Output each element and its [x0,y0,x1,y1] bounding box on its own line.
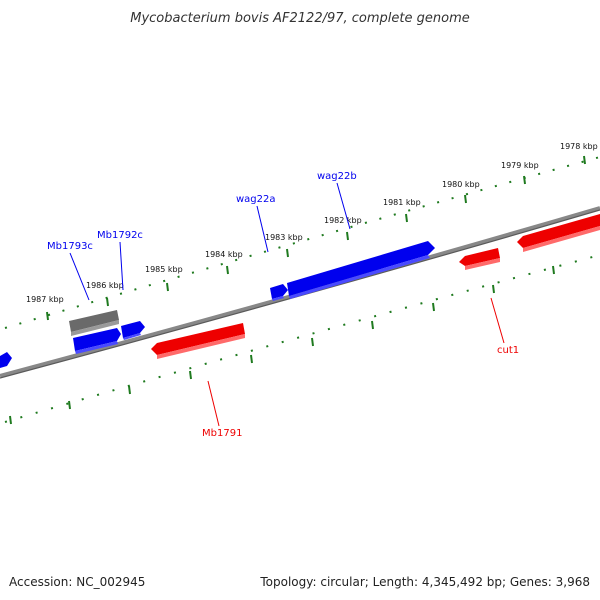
gene-label-mb1793c[interactable]: Mb1793c [47,241,93,252]
kbp-label: 1979 kbp [501,161,539,170]
gene-feature-left-edge[interactable] [0,352,12,368]
inner-major-tick [68,400,71,410]
gene-label-mb1792c[interactable]: Mb1792c [97,230,143,241]
gene-feature-wag22b[interactable] [287,241,435,299]
kbp-label: 1980 kbp [442,180,480,189]
kbp-label: 1982 kbp [324,216,362,225]
gene-label-mb1791[interactable]: Mb1791 [202,428,242,439]
inner-major-tick [250,354,253,364]
outer-major-tick [346,231,349,241]
gene-feature-mb1793c-pseudo[interactable] [69,310,119,336]
inner-major-tick [552,265,555,275]
outer-scale-track [4,156,600,329]
inner-major-tick [492,284,495,294]
map-title: Mycobacterium bovis AF2122/97, complete … [130,11,469,26]
gene-feature-mb1793c[interactable] [73,328,121,354]
kbp-label: 1986 kbp [86,281,124,290]
outer-major-tick [106,297,109,307]
kbp-label: 1978 kbp [560,142,598,151]
inner-major-tick [9,415,12,425]
kbp-label: 1985 kbp [145,265,183,274]
inner-major-ticks [9,265,555,425]
kbp-label: 1983 kbp [265,233,303,242]
inner-major-tick [128,385,131,395]
gene-label-wag22a[interactable]: wag22a [236,194,276,205]
gene-feature-mb1791[interactable] [151,323,245,359]
kbp-label: 1987 kbp [26,295,64,304]
outer-major-ticks [46,155,586,321]
kbp-scale-labels: 1987 kbp 1986 kbp 1985 kbp 1984 kbp 1983 kbp… [26,142,598,304]
outer-major-tick [405,213,408,223]
kbp-label: 1981 kbp [383,198,421,207]
outer-major-tick [46,311,49,321]
gene-feature-right-edge[interactable] [517,214,600,252]
gene-feature-mb1792c[interactable] [121,321,145,340]
gene-label-wag22b[interactable]: wag22b [317,171,357,182]
inner-major-tick [371,320,374,330]
inner-major-tick [432,302,435,312]
outer-major-tick [226,265,229,275]
outer-major-tick [523,175,526,185]
outer-major-tick [166,282,169,292]
outer-major-tick [464,194,467,204]
outer-major-tick [286,248,289,258]
accession-text: Accession: NC_002945 [9,575,145,589]
gene-label-cut1[interactable]: cut1 [497,345,519,356]
inner-major-tick [311,337,314,347]
inner-major-tick [189,370,192,380]
gene-feature-wag22a[interactable] [270,284,288,301]
outer-major-tick [583,155,586,165]
label-leaders [69,182,505,427]
gene-feature-cut1[interactable] [459,248,500,270]
kbp-label: 1984 kbp [205,250,243,259]
genome-summary-text: Topology: circular; Length: 4,345,492 bp… [259,575,590,589]
